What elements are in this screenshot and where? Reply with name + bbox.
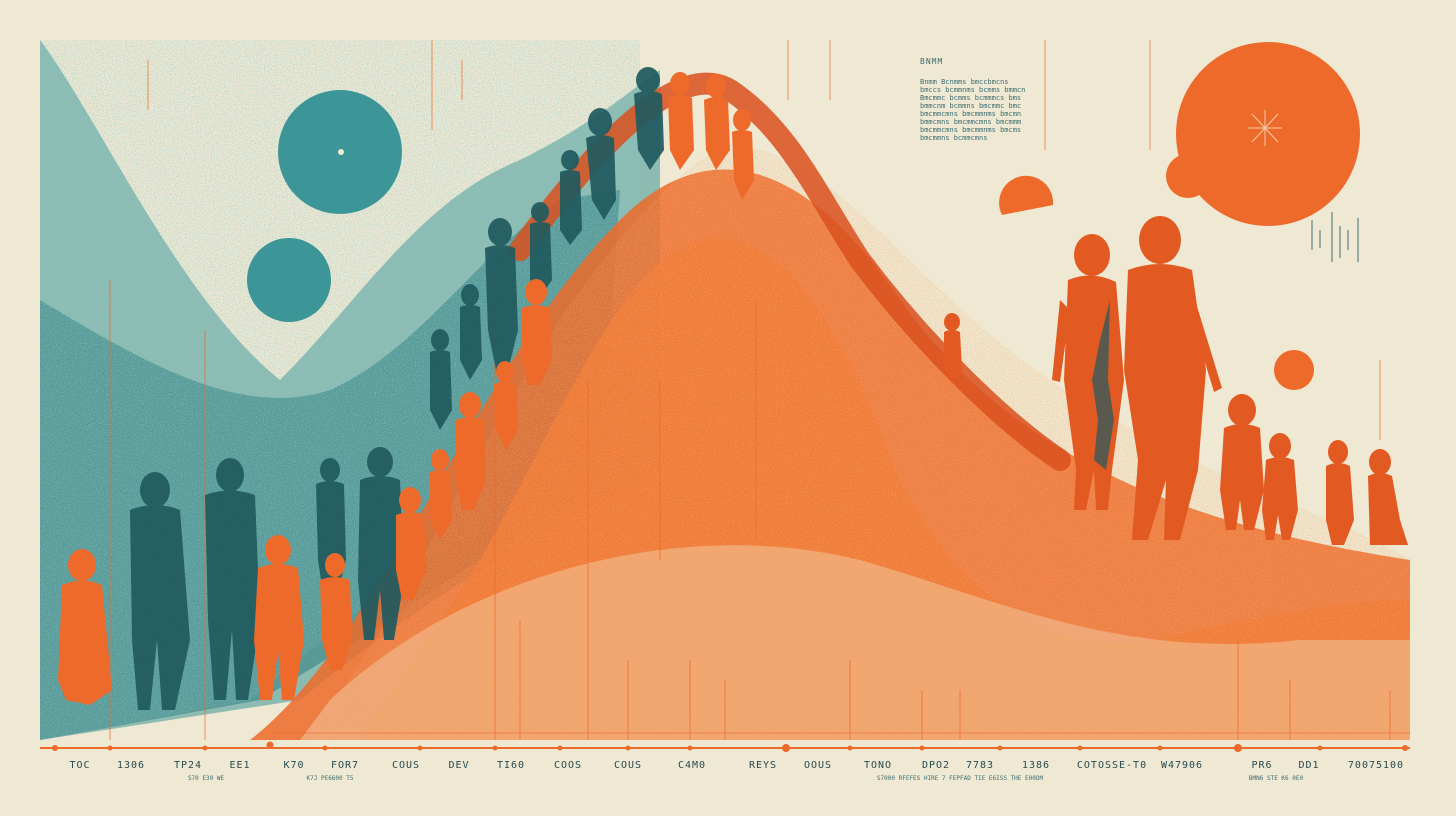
walking-family: [944, 216, 1408, 545]
annotation-block: BNMM Bnmm Bcnmms bmccbmcns bmccs bcmmnms…: [920, 57, 1060, 143]
climbing-figures: [58, 67, 754, 710]
axis-tick-label: TI60: [496, 760, 526, 771]
axis-tick-label: PR6: [1251, 760, 1273, 771]
axis-tick-label: DD1: [1298, 760, 1320, 771]
axis-tick-label: K70: [283, 760, 305, 771]
annotation-line: bmmcnm bcmmns bmcmmc bmc: [920, 102, 1022, 110]
annotation-line: Bnmm Bcnmms bmccbmcns: [920, 78, 1009, 86]
annotation-title: BNMM: [920, 57, 944, 66]
axis-tick-label: TONO: [863, 760, 893, 771]
axis-tick-label: W47906: [1160, 760, 1204, 771]
vertical-gridlines: [109, 40, 1391, 740]
axis-tick-label: 1386: [1021, 760, 1051, 771]
axis-tick-label: DEV: [448, 760, 470, 771]
axis-tick-label: 1306: [116, 760, 146, 771]
annotation-line: Bmcmmc bcmms bcmmmcs bms: [920, 94, 1022, 102]
axis-tick-label: COUS: [391, 760, 421, 771]
axis-tick-label: COOS: [553, 760, 583, 771]
axis-tick-label: TOC: [69, 760, 91, 771]
axis-labels: TOC 1306 TP24 EE1 K70 FOR7 COUS DEV TI60…: [0, 760, 1456, 790]
axis-sublabel: K7J PE6600 T5: [306, 775, 354, 782]
axis-tick-label: FOR7: [330, 760, 360, 771]
axis-tick-label: 7783: [965, 760, 995, 771]
axis-sublabel: S70 E30 WE: [187, 775, 225, 782]
axis-tick-label: EE1: [229, 760, 251, 771]
axis-tick-label: COTOSSE-T0: [1076, 760, 1148, 771]
annotation-line: bmccs bcmmnms bcmms bmmcn: [920, 86, 1026, 94]
baseline-axis: [40, 732, 1410, 752]
annotation-line: bmcmmcmns bmcmmnms bmcms: [920, 126, 1022, 134]
axis-tick-label: OOUS: [803, 760, 833, 771]
axis-sublabel: S7000 RFEFES HIRE 7 FEPFAD TIE E6ISS THE…: [876, 775, 1044, 782]
axis-tick-label: TP24: [173, 760, 203, 771]
axis-tick-label: REYS: [748, 760, 778, 771]
decorative-circles: [247, 42, 1360, 390]
axis-tick-label: C4M0: [677, 760, 707, 771]
axis-tick-label: 70075100: [1347, 760, 1405, 771]
axis-tick-label: DPO2: [921, 760, 951, 771]
axis-sublabel: BMN6 STE K6 0E0: [1248, 775, 1304, 782]
annotation-line: bmcmmcmns bmcmmnms bmcmn: [920, 110, 1022, 118]
axis-tick-label: COUS: [613, 760, 643, 771]
annotation-line: bmmcmns bmcmmcmns bmcmmm: [920, 118, 1022, 126]
annotation-line: bmcmmns bcmmcmns: [920, 134, 988, 142]
